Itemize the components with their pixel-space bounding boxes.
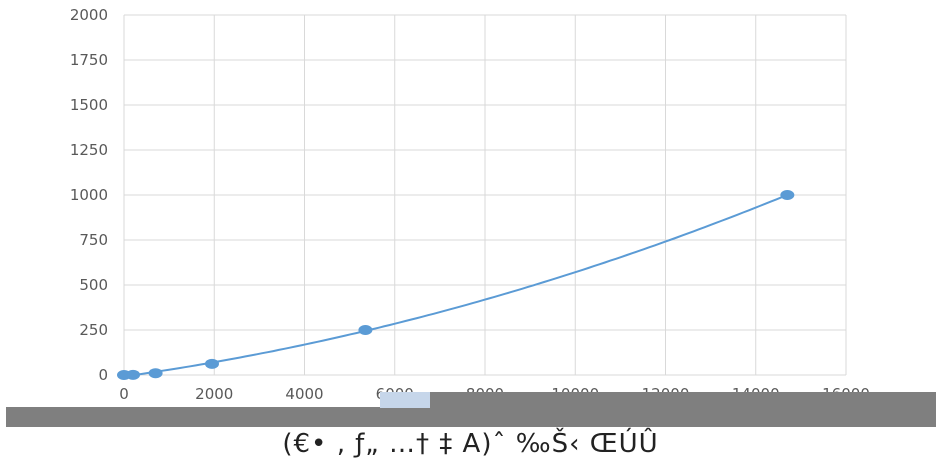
y-tick-label: 1250 <box>70 141 108 159</box>
light-blue-patch <box>380 392 430 408</box>
y-tick-label: 750 <box>79 231 108 249</box>
y-tick-label: 1500 <box>70 96 108 114</box>
data-point <box>204 358 219 369</box>
data-point <box>780 190 795 200</box>
data-point <box>126 369 141 380</box>
chart: 0250500750100012501500175020000200040006… <box>70 6 870 400</box>
y-tick-label: 250 <box>79 321 108 339</box>
y-tick-label: 1000 <box>70 186 108 204</box>
data-point <box>358 325 373 335</box>
x-tick-label: 2000 <box>195 385 233 400</box>
gray-bar-top <box>430 392 936 408</box>
y-tick-label: 0 <box>98 366 108 384</box>
gray-bar <box>6 407 936 427</box>
x-tick-label: 4000 <box>285 385 323 400</box>
caption-text: (€• ‚ ƒ„ …† ‡ A)ˆ ‰Š‹ ŒÚÛ <box>282 429 659 459</box>
trendline <box>124 193 788 376</box>
x-tick-label: 0 <box>119 385 129 400</box>
data-point <box>148 368 163 379</box>
y-tick-label: 500 <box>79 276 108 294</box>
y-tick-label: 1750 <box>70 51 108 69</box>
y-tick-label: 2000 <box>70 6 108 24</box>
